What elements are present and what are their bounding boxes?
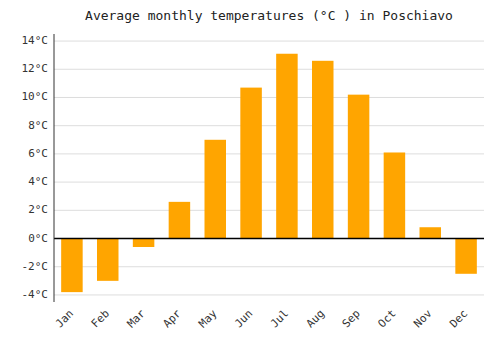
- chart-title: Average monthly temperatures (°C ) in Po…: [85, 8, 453, 23]
- bar: [455, 239, 477, 274]
- x-tick-label: Dec: [447, 307, 470, 330]
- x-tick-label: Apr: [160, 307, 184, 331]
- bar: [384, 152, 406, 238]
- grid-line: [54, 97, 484, 98]
- grid-line: [54, 294, 484, 295]
- x-tick-label: Nov: [411, 307, 435, 331]
- x-tick-label: Jul: [268, 307, 291, 330]
- x-tick-label: Jun: [232, 307, 255, 330]
- x-tick-label: Aug: [304, 307, 327, 330]
- zero-line: [54, 238, 484, 240]
- grid-line: [54, 69, 484, 70]
- grid-line: [54, 238, 484, 239]
- chart-container: Average monthly temperatures (°C ) in Po…: [0, 0, 500, 350]
- bar: [348, 95, 370, 239]
- chart-svg: Average monthly temperatures (°C ) in Po…: [0, 0, 500, 350]
- grid-line: [54, 210, 484, 211]
- x-tick-label: Jan: [53, 307, 76, 330]
- y-tick-label: 14°C: [22, 34, 49, 47]
- bar: [169, 202, 191, 239]
- y-tick-label: 2°C: [28, 203, 48, 216]
- y-tick-label: 12°C: [22, 62, 49, 75]
- bar: [240, 88, 261, 239]
- grid-line: [54, 125, 484, 126]
- grid-line: [54, 153, 484, 154]
- y-tick-label: 6°C: [28, 147, 48, 160]
- y-tick-label: 0°C: [28, 232, 48, 245]
- bar: [205, 140, 227, 239]
- x-tick-label: Feb: [89, 307, 112, 330]
- bar: [312, 61, 334, 239]
- bar: [133, 239, 155, 247]
- x-tick-label: Oct: [375, 307, 398, 330]
- grid-line: [54, 41, 484, 42]
- y-tick-label: 8°C: [28, 119, 48, 132]
- bars: [61, 54, 477, 292]
- x-tick-label: May: [196, 307, 220, 331]
- y-axis-line: [54, 34, 55, 302]
- x-tick-label: Sep: [340, 307, 363, 330]
- bar: [276, 54, 298, 239]
- x-axis-ticks: Jan Feb Mar Apr May Jun Jul Aug Sep Oct Nov Dec: [53, 307, 470, 331]
- grid: [54, 41, 484, 295]
- bar: [420, 227, 442, 238]
- y-tick-label: 10°C: [22, 90, 49, 103]
- x-tick-label: Mar: [125, 307, 149, 331]
- y-tick-label: -2°C: [22, 260, 49, 273]
- grid-line: [54, 182, 484, 183]
- y-axis-ticks: -4°C -2°C 0°C 2°C 4°C 6°C 8°C 10°C 12°C 14°C: [22, 34, 49, 301]
- y-tick-label: 4°C: [28, 175, 48, 188]
- bar: [61, 239, 83, 293]
- y-tick-label: -4°C: [22, 288, 49, 301]
- bar: [97, 239, 119, 281]
